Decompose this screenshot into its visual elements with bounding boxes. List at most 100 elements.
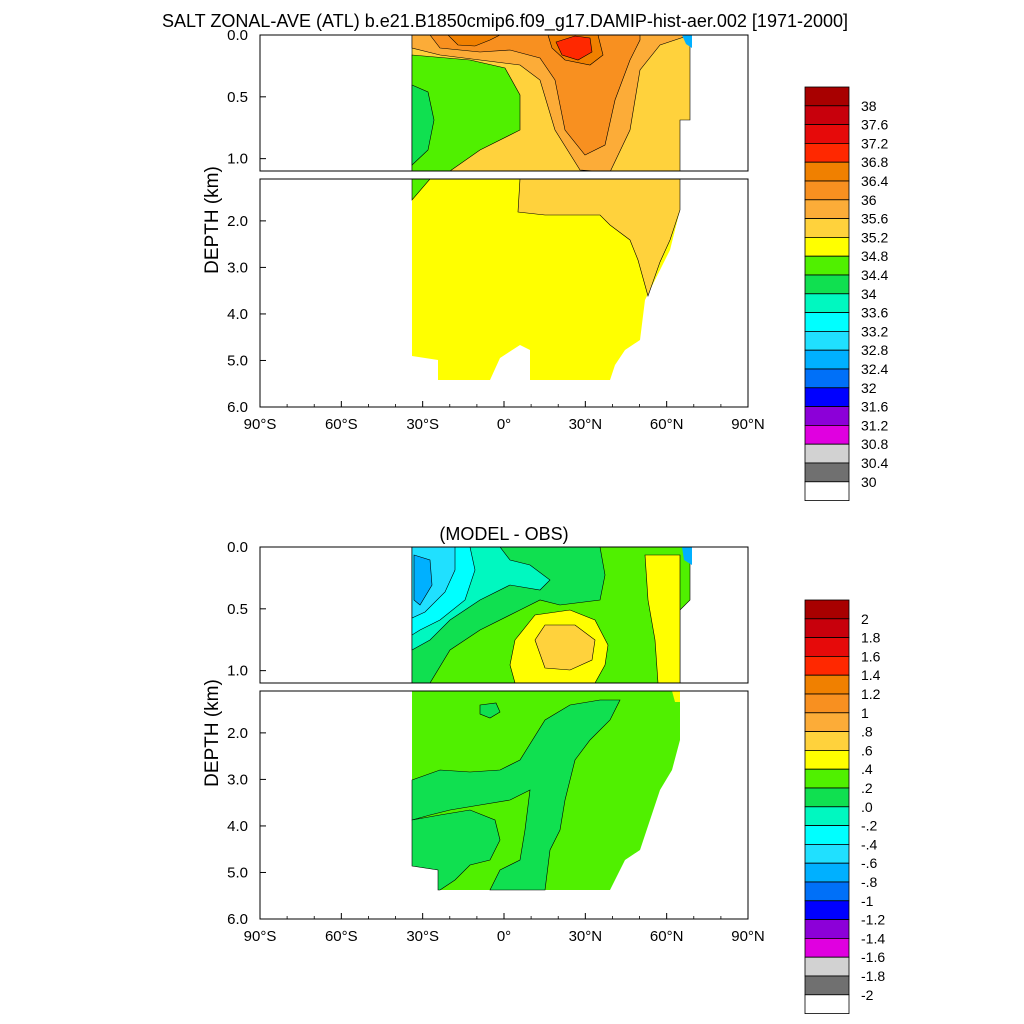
colorbar-label: -2 bbox=[861, 987, 874, 1003]
y-tick-label: 1.0 bbox=[227, 151, 248, 168]
colorbar-swatch bbox=[804, 637, 850, 657]
salt-lower-orange-tongue bbox=[517, 179, 681, 297]
salinity-panel: SALT ZONAL-AVE (ATL) b.e21.B1850cmip6.f0… bbox=[162, 11, 888, 501]
salt-upper-green bbox=[411, 54, 521, 171]
salt-upper-max bbox=[555, 35, 593, 61]
salt-upper-coast-blue bbox=[682, 35, 692, 48]
colorbar-label: .8 bbox=[861, 724, 873, 740]
difference-axes: 90°S 60°S 30°S 0° 30°N 60°N 90°N 0.0 0.5 1.0 2.0 3.… bbox=[227, 539, 765, 945]
colorbar-swatch bbox=[804, 312, 850, 332]
colorbar-label: .4 bbox=[861, 761, 873, 777]
colorbar-label: 32.4 bbox=[861, 361, 888, 377]
colorbar-label: 35.6 bbox=[861, 211, 888, 227]
salinity-upper-frame bbox=[259, 34, 749, 172]
diff-upper-blue bbox=[413, 554, 433, 606]
y-tick-label: 3.0 bbox=[227, 771, 248, 788]
colorbar-swatch bbox=[804, 956, 850, 977]
y-tick-label: 0.0 bbox=[227, 539, 248, 556]
colorbar-label: .0 bbox=[861, 799, 873, 815]
colorbar-label: 38 bbox=[861, 98, 877, 114]
colorbar-swatch bbox=[804, 142, 850, 163]
colorbar-label: -.4 bbox=[861, 836, 878, 852]
colorbar-label: 36.4 bbox=[861, 173, 888, 189]
colorbar-swatch bbox=[804, 919, 850, 939]
y-tick-label: 0.5 bbox=[227, 89, 248, 106]
diff-upper-east-yellow bbox=[644, 554, 681, 683]
colorbar-swatch bbox=[804, 462, 850, 483]
x-tick-label: 60°N bbox=[650, 928, 684, 945]
x-tick-label: 0° bbox=[497, 416, 511, 433]
colorbar-swatch bbox=[804, 368, 850, 389]
difference-ylabel: DEPTH (km) bbox=[202, 679, 223, 787]
colorbar-label: 34.8 bbox=[861, 248, 888, 264]
colorbar-swatch bbox=[804, 750, 850, 770]
y-tick-label: 0.5 bbox=[227, 601, 248, 618]
colorbar-label: 33.6 bbox=[861, 305, 888, 321]
x-tick-label: 60°S bbox=[325, 416, 358, 433]
colorbar-label: 31.2 bbox=[861, 417, 888, 433]
difference-upper-field bbox=[411, 547, 692, 683]
colorbar-swatch bbox=[804, 161, 850, 182]
colorbar-label: 37.2 bbox=[861, 135, 888, 151]
y-tick-label: 5.0 bbox=[227, 352, 248, 369]
salinity-colorbar: 38 37.6 37.2 36.8 36.4 36 35.6 35.2 34.8 34.4 34 33… bbox=[804, 86, 888, 501]
salt-lower-base bbox=[412, 179, 680, 380]
colorbar-label: 1.4 bbox=[861, 667, 881, 683]
diff-lower-yellow-cap bbox=[672, 691, 680, 702]
colorbar-swatch bbox=[804, 881, 850, 902]
colorbar-label: 33.2 bbox=[861, 323, 888, 339]
colorbar-label: 32.8 bbox=[861, 342, 888, 358]
colorbar-label: .2 bbox=[861, 780, 873, 796]
diff-lower-green2 bbox=[411, 699, 621, 891]
colorbar-swatch bbox=[804, 768, 850, 789]
colorbar-label: 31.6 bbox=[861, 399, 888, 415]
colorbar-label: 34 bbox=[861, 286, 877, 302]
colorbar-swatch bbox=[804, 274, 850, 295]
colorbar-label: 1.2 bbox=[861, 686, 881, 702]
x-tick-label: 90°S bbox=[244, 416, 277, 433]
y-tick-label: 4.0 bbox=[227, 818, 248, 835]
colorbar-label: -1.8 bbox=[861, 968, 885, 984]
colorbar-label: 37.6 bbox=[861, 117, 888, 133]
colorbar-swatch bbox=[804, 349, 850, 370]
y-tick-label: 2.0 bbox=[227, 725, 248, 742]
x-tick-label: 90°N bbox=[731, 416, 765, 433]
y-tick-label: 4.0 bbox=[227, 306, 248, 323]
y-tick-label: 5.0 bbox=[227, 864, 248, 881]
colorbar-label: -.6 bbox=[861, 855, 878, 871]
difference-colorbar: 21.81.61.41.21.8.6.4.2.0-.2-.4-.6-.8-1-1… bbox=[804, 599, 885, 1014]
colorbar-swatch bbox=[804, 86, 850, 107]
colorbar-label: 1 bbox=[861, 705, 869, 721]
y-tick-label: 0.0 bbox=[227, 27, 248, 44]
y-tick-label: 1.0 bbox=[227, 663, 248, 680]
colorbar-swatch bbox=[804, 787, 850, 808]
colorbar-swatch bbox=[804, 236, 850, 257]
colorbar-swatch bbox=[804, 712, 850, 732]
colorbar-swatch bbox=[804, 105, 850, 126]
colorbar-swatch bbox=[804, 844, 850, 864]
x-tick-label: 30°S bbox=[406, 416, 439, 433]
colorbar-swatch bbox=[804, 180, 850, 201]
colorbar-swatch bbox=[804, 218, 850, 238]
colorbar-swatch bbox=[804, 806, 850, 826]
colorbar-swatch bbox=[804, 599, 850, 620]
colorbar-label: 32 bbox=[861, 380, 877, 396]
colorbar-label: -1.4 bbox=[861, 930, 885, 946]
diff-upper-coast-blue bbox=[682, 547, 692, 565]
difference-panel: (MODEL - OBS) DEPTH (km) 90°S 60°S 30°S 0° 3… bbox=[202, 524, 885, 1014]
y-tick-label: 6.0 bbox=[227, 399, 248, 416]
colorbar-label: 30.4 bbox=[861, 455, 888, 471]
salinity-axes: 90°S 60°S 30°S 0° 30°N 60°N 90°N 0.0 0.5 1.0 2.0 3.… bbox=[227, 27, 765, 433]
salt-upper-orange bbox=[429, 35, 641, 156]
x-tick-label: 30°S bbox=[406, 928, 439, 945]
colorbar-swatch bbox=[804, 674, 850, 695]
salinity-ylabel: DEPTH (km) bbox=[202, 166, 223, 274]
colorbar-swatch bbox=[804, 293, 850, 313]
colorbar-label: 34.4 bbox=[861, 267, 888, 283]
colorbar-label: 36 bbox=[861, 192, 877, 208]
x-tick-label: 90°N bbox=[731, 928, 765, 945]
difference-upper-frame bbox=[259, 546, 749, 684]
x-tick-label: 0° bbox=[497, 928, 511, 945]
colorbar-swatch bbox=[804, 862, 850, 883]
difference-title: (MODEL - OBS) bbox=[439, 524, 568, 544]
